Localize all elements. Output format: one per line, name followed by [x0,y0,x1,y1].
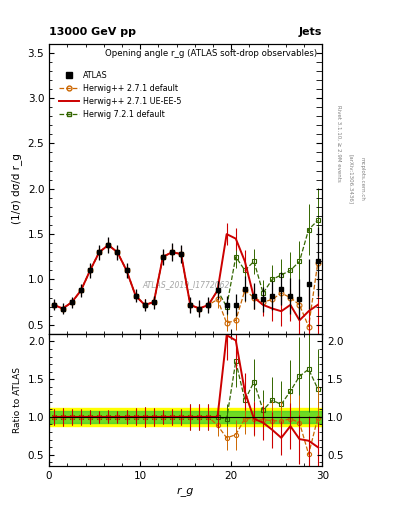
Y-axis label: Ratio to ATLAS: Ratio to ATLAS [13,367,22,433]
Y-axis label: (1/σ) dσ/d r_g: (1/σ) dσ/d r_g [11,153,22,224]
Text: 13000 GeV pp: 13000 GeV pp [49,27,136,37]
Legend: ATLAS, Herwig++ 2.7.1 default, Herwig++ 2.7.1 UE-EE-5, Herwig 7.2.1 default: ATLAS, Herwig++ 2.7.1 default, Herwig++ … [56,68,185,122]
Text: Jets: Jets [299,27,322,37]
Text: mcplots.cern.ch: mcplots.cern.ch [360,157,365,201]
Text: ATLAS_2019_I1772062: ATLAS_2019_I1772062 [142,280,230,289]
X-axis label: r_g: r_g [177,486,195,496]
Text: Opening angle r_g (ATLAS soft-drop observables): Opening angle r_g (ATLAS soft-drop obser… [105,49,317,58]
Text: [arXiv:1306.3436]: [arXiv:1306.3436] [348,154,353,204]
Text: Rivet 3.1.10, ≥ 2.9M events: Rivet 3.1.10, ≥ 2.9M events [336,105,341,182]
